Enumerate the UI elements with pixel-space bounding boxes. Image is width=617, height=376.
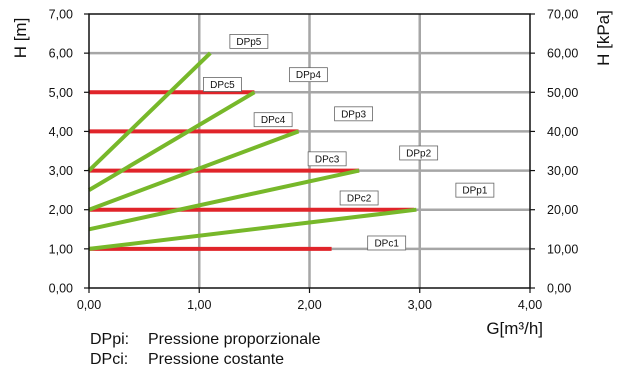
series-label-box xyxy=(399,145,439,161)
x-tick-label: 0,00 xyxy=(77,298,101,312)
y-tick-label-right: 50,00 xyxy=(547,86,578,100)
series-line-dpp2 xyxy=(88,168,360,232)
x-tick-label: 3,00 xyxy=(408,298,432,312)
tick-labels: 0,00 1,00 2,00 3,00 4,00 5,00 6,00 7,00 0,00 10,0… xyxy=(49,8,579,313)
series-label-text: DPc4 xyxy=(261,115,286,126)
y-tick-label-right: 40,00 xyxy=(547,125,578,139)
x-tick-label: 4,00 xyxy=(518,298,542,312)
series-lines xyxy=(87,51,417,251)
y-tick-label-right: 10,00 xyxy=(547,242,578,256)
series-label-text: DPc1 xyxy=(374,238,399,249)
series-label-box xyxy=(455,182,495,198)
series-line-dpp4 xyxy=(87,90,256,192)
y-axis-title-right: H [kPa] xyxy=(594,10,613,66)
legend-item-proportional: DPpi: Pressione proporzionale xyxy=(90,330,321,350)
y-tick-label-left: 4,00 xyxy=(49,125,73,139)
legend-key: DPci: xyxy=(90,351,129,368)
series-label-dpc1: DPc1 xyxy=(367,235,407,251)
y-tick-label-left: 5,00 xyxy=(49,86,73,100)
series-label-box xyxy=(288,67,328,83)
series-line-dpp1 xyxy=(88,207,417,251)
x-axis-title: G[m³/h] xyxy=(486,319,543,338)
series-label-dpc2: DPc2 xyxy=(339,190,379,206)
y-tick-label-left: 6,00 xyxy=(49,47,73,61)
y-tick-label-right: 30,00 xyxy=(547,164,578,178)
series-labels: DPp1 DPp2 DPp3 DPp4 DPp5 DPc1 DPc2 DPc3 DPc4 DPc5 xyxy=(203,34,495,251)
series-label-box xyxy=(339,190,379,206)
series-line-dpp5 xyxy=(87,51,212,173)
legend-item-constant: DPci: Pressione costante xyxy=(90,350,321,370)
series-label-box xyxy=(334,106,374,122)
series-label-dpp3: DPp3 xyxy=(334,106,374,122)
series-label-box xyxy=(253,112,293,128)
series-label-text: DPp4 xyxy=(296,70,321,81)
series-line-dpp3 xyxy=(88,129,300,212)
series-label-dpp5: DPp5 xyxy=(229,34,269,49)
y-axis-title-left: H [m] xyxy=(11,18,30,59)
series-label-text: DPp2 xyxy=(406,148,431,159)
legend-text: Pressione proporzionale xyxy=(148,331,321,348)
legend: DPpi: Pressione proporzionale DPci: Pressi… xyxy=(90,330,321,370)
series-label-text: DPc3 xyxy=(315,154,340,165)
series-label-box xyxy=(307,151,347,167)
series-label-dpp2: DPp2 xyxy=(399,145,439,161)
y-tick-label-right: 20,00 xyxy=(547,203,578,217)
series-label-text: DPp1 xyxy=(462,186,487,197)
series-label-text: DPp5 xyxy=(236,37,261,48)
x-tick-label: 1,00 xyxy=(187,298,211,312)
series-label-box xyxy=(203,77,242,92)
series-label-dpp1: DPp1 xyxy=(455,182,495,198)
series-label-dpc3: DPc3 xyxy=(307,151,347,167)
y-tick-label-left: 0,00 xyxy=(49,282,73,296)
y-tick-label-left: 7,00 xyxy=(49,8,73,22)
series-label-dpc5: DPc5 xyxy=(203,77,242,92)
series-label-text: DPc2 xyxy=(347,193,372,204)
y-tick-label-right: 70,00 xyxy=(547,8,578,22)
y-tick-label-right: 60,00 xyxy=(547,47,578,61)
legend-key: DPpi: xyxy=(90,331,130,348)
y-tick-label-left: 1,00 xyxy=(49,242,73,256)
series-label-text: DPp3 xyxy=(341,109,366,120)
y-tick-label-left: 2,00 xyxy=(49,203,73,217)
series-label-text: DPc5 xyxy=(210,80,235,91)
y-tick-label-left: 3,00 xyxy=(49,164,73,178)
legend-text: Pressione costante xyxy=(148,351,285,368)
series-label-dpc4: DPc4 xyxy=(253,112,293,128)
series-label-box xyxy=(367,235,407,251)
series-label-dpp4: DPp4 xyxy=(288,67,328,83)
series-label-box xyxy=(229,34,269,49)
y-tick-label-right: 0,00 xyxy=(547,282,571,296)
x-tick-label: 2,00 xyxy=(297,298,321,312)
